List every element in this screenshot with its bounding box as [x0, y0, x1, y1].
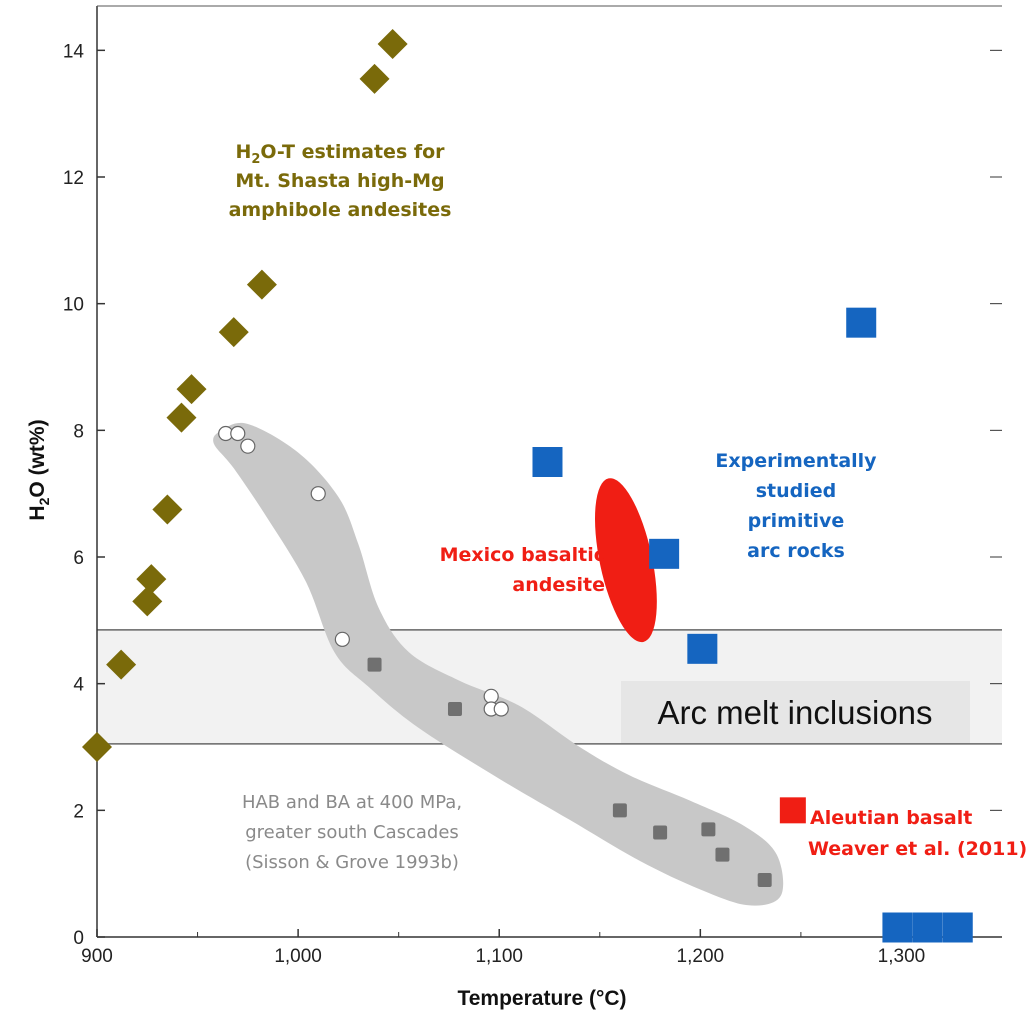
aleutian-label-line2: Weaver et al. (2011): [808, 838, 1027, 860]
cascades-annotation: HAB and BA at 400 MPa, greater south Cas…: [242, 792, 462, 873]
cascades-filled-square-point: [612, 803, 627, 818]
experimental-label-line4: arc rocks: [747, 540, 845, 562]
shasta-diamond-point: [132, 586, 163, 617]
y-tick-label: 0: [73, 928, 84, 949]
shasta-label-line2: Mt. Shasta high-Mg: [235, 170, 444, 192]
y-tick-label: 8: [73, 421, 84, 442]
shasta-label-line3: amphibole andesites: [229, 199, 452, 221]
experimental-label-line3: primitive: [748, 510, 845, 532]
shasta-diamond-point: [377, 29, 408, 59]
shasta-diamond-point: [106, 649, 137, 680]
callout-box: [621, 681, 970, 743]
cascades-filled-square-point: [447, 702, 462, 716]
shasta-diamond-point: [176, 374, 207, 405]
cascades-filled-square-point: [701, 822, 716, 837]
cascades-field-region: [213, 422, 784, 906]
mexico-label-line1: Mexico basaltic: [440, 544, 605, 566]
cascades-open-circle-point: [483, 688, 499, 704]
experimental-annotation: Experimentally studied primitive arc roc…: [715, 450, 877, 562]
shasta-annotation: H2O-T estimates for Mt. Shasta high-Mg a…: [229, 141, 452, 221]
mexico-annotation: Mexico basaltic andesite: [440, 544, 605, 596]
y-tick-label: 4: [73, 675, 84, 696]
y-tick-label: 2: [73, 801, 84, 822]
shasta-diamond-point: [82, 732, 112, 762]
experimental-square-point: [942, 912, 973, 943]
experimental-square-point: [649, 538, 680, 569]
cascades-filled-square-point: [653, 825, 668, 840]
cascades-filled-square-point: [367, 657, 382, 672]
mexico-ellipse-layer: [595, 478, 657, 643]
experimental-square-point: [846, 307, 877, 338]
callout-label: Arc melt inclusions: [657, 694, 932, 731]
cascades-open-circle-point: [310, 486, 326, 502]
cascades-filled-square-point: [715, 847, 730, 862]
shasta-diamond-point: [246, 269, 277, 300]
axes: [96, 5, 1002, 938]
x-tick-label: 1,300: [878, 946, 926, 967]
cascades-open-circle-point: [230, 425, 246, 442]
shasta-diamond-point: [152, 494, 183, 525]
cascades-open-circle-point: [334, 631, 350, 647]
experimental-label-line2: studied: [756, 480, 837, 502]
melt-inclusion-callout: Arc melt inclusions: [621, 681, 970, 743]
aleutian-label-line1: Aleutian basalt: [810, 807, 972, 829]
cascades-label-line1: HAB and BA at 400 MPa,: [242, 792, 462, 813]
experimental-square-point: [687, 633, 718, 664]
experimental-square-point: [882, 912, 913, 943]
cascades-label-line3: (Sisson & Grove 1993b): [245, 852, 459, 873]
experimental-square-point: [532, 447, 563, 477]
shasta-diamond-point: [218, 317, 249, 348]
x-tick-label: 1,200: [677, 946, 725, 967]
x-axis-title: Temperature (°C): [457, 987, 626, 1010]
shasta-diamond-point: [166, 402, 197, 433]
aleutian-square-point: [779, 797, 806, 824]
experimental-square-point: [912, 912, 943, 943]
cascades-open-circle-point: [493, 701, 509, 717]
y-tick-label: 10: [63, 295, 84, 316]
data-points: [82, 29, 973, 943]
cascades-open-circle-point: [240, 438, 256, 454]
shasta-diamond-point: [359, 63, 390, 94]
x-tick-label: 1,100: [475, 946, 523, 967]
x-tick-label: 1,000: [274, 946, 322, 967]
aleutian-annotation: Aleutian basalt Weaver et al. (2011): [808, 807, 1027, 860]
y-tick-label: 6: [73, 548, 84, 569]
experimental-label-line1: Experimentally: [715, 450, 877, 472]
y-tick-label: 12: [63, 168, 84, 189]
cascades-filled-square-point: [757, 873, 772, 887]
x-tick-label: 900: [81, 946, 113, 967]
shasta-diamond-point: [136, 564, 167, 595]
mexico-ellipse: [595, 478, 657, 643]
y-tick-label: 14: [63, 41, 85, 62]
mexico-label-line2: andesite: [512, 574, 605, 596]
y-axis-title: H2O (wt%): [26, 419, 52, 520]
shasta-label-line1: H2O-T estimates for: [235, 141, 445, 167]
cascades-field-shape: [213, 422, 784, 906]
cascades-label-line2: greater south Cascades: [245, 822, 459, 843]
